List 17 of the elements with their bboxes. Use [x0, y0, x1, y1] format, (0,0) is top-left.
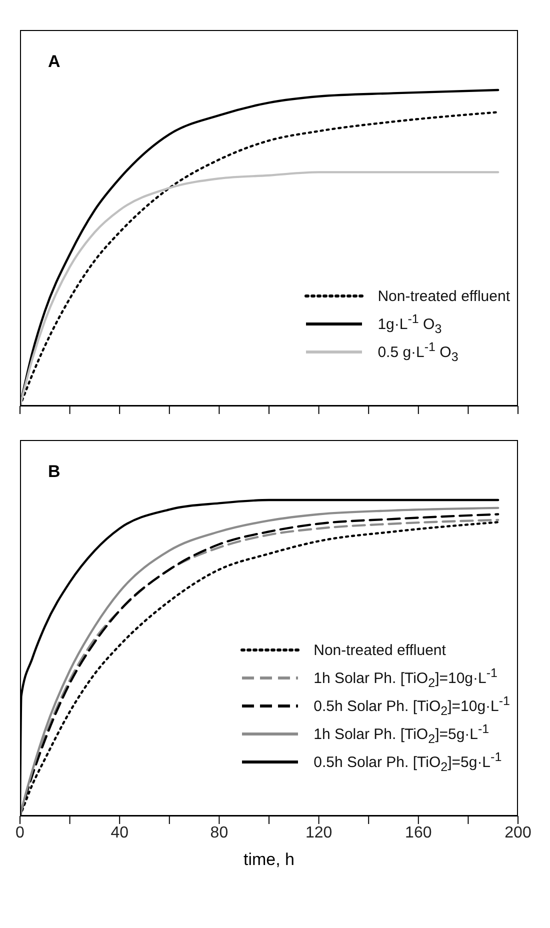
- chart-title: A: [48, 52, 60, 72]
- x-tick-label: 160: [405, 824, 432, 842]
- x-tick-label: 40: [110, 824, 129, 842]
- legend-label: Non-treated effluent: [378, 288, 510, 304]
- legend-label: Non-treated effluent: [314, 642, 446, 658]
- x-tick-label: 200: [504, 824, 532, 842]
- chart-title: B: [48, 462, 60, 482]
- legend-label: 1g·L$^{-1}$ O$_{3}$: [378, 312, 442, 336]
- x-axis-title: time, h: [242, 850, 296, 870]
- legend-label: 0.5h Solar Ph. [TiO$_{2}$]=10g·L$^{-1}$: [314, 694, 510, 718]
- legend-label: 0.5h Solar Ph. [TiO$_{2}$]=5g·L$^{-1}$: [314, 750, 502, 774]
- x-tick-label: 0: [16, 824, 25, 842]
- legend-label: 1h Solar Ph. [TiO$_{2}$]=10g·L$^{-1}$: [314, 666, 498, 690]
- legend-label: 1h Solar Ph. [TiO$_{2}$]=5g·L$^{-1}$: [314, 722, 490, 746]
- x-tick-label: 120: [305, 824, 332, 842]
- legend-label: 0.5 g·L$^{-1}$ O$_{3}$: [378, 340, 458, 364]
- x-tick-label: 80: [210, 824, 228, 842]
